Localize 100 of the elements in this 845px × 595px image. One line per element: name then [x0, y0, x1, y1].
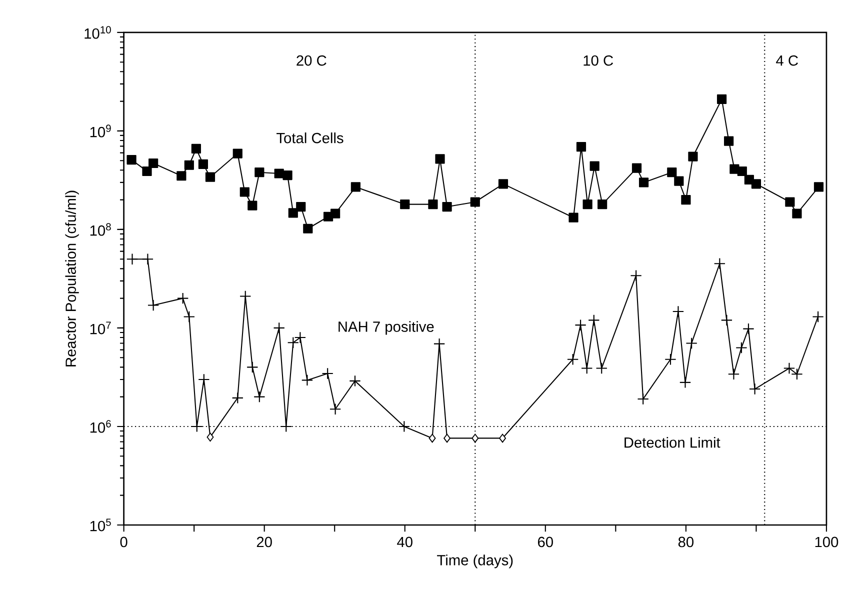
x-tick-label: 0 [120, 536, 128, 548]
point [576, 142, 586, 152]
point [198, 374, 210, 386]
point [714, 258, 726, 270]
point [681, 195, 691, 205]
annotation: 4 C [776, 55, 798, 66]
point [349, 375, 361, 387]
point [288, 208, 298, 218]
point [792, 208, 802, 218]
point [205, 172, 216, 182]
point [301, 374, 314, 386]
point [142, 166, 152, 176]
point [632, 163, 642, 173]
y-tick-label: 10$^{8}$ [90, 223, 111, 236]
point [472, 434, 479, 443]
point [240, 187, 250, 197]
point [191, 420, 203, 432]
point [294, 332, 306, 344]
point [191, 144, 201, 154]
y-tick-label: 10$^{7}$ [90, 322, 111, 334]
series-label: NAH 7 positive [338, 321, 434, 335]
point [728, 368, 740, 380]
x-tick-label: 80 [678, 536, 694, 548]
point [206, 432, 214, 442]
point [248, 200, 258, 210]
point [183, 310, 196, 323]
point [442, 202, 452, 212]
point [785, 197, 795, 207]
point [716, 94, 727, 104]
point [751, 179, 762, 189]
point [598, 200, 608, 210]
x-axis-title: Time (days) [437, 554, 513, 568]
point [126, 154, 136, 165]
point [176, 171, 186, 181]
point [674, 176, 684, 186]
x-tick-label: 20 [256, 536, 272, 548]
point [470, 197, 480, 207]
annotation: 10 C [584, 55, 614, 66]
point [568, 212, 578, 222]
point [664, 354, 676, 366]
point [590, 161, 600, 171]
point [737, 166, 747, 176]
x-tick-label: 60 [538, 536, 553, 548]
point [322, 368, 334, 380]
point [274, 168, 284, 178]
point [588, 314, 600, 326]
point [582, 200, 592, 210]
point [329, 403, 342, 415]
point [428, 200, 438, 210]
point [596, 362, 608, 374]
x-tick-label: 40 [397, 536, 412, 548]
point [724, 136, 734, 146]
point [748, 383, 761, 395]
point [638, 178, 649, 188]
series-label: Total Cells [276, 132, 344, 144]
point [350, 182, 360, 192]
y-tick-label: 10$^{9}$ [90, 124, 111, 138]
point [428, 434, 436, 443]
point [330, 208, 340, 218]
point [400, 200, 410, 210]
point [812, 310, 824, 323]
point [254, 168, 264, 178]
ref-line-label: Detection Limit [624, 436, 720, 448]
point [742, 322, 754, 335]
point [574, 319, 586, 331]
point [148, 158, 158, 168]
point [667, 168, 677, 178]
point [246, 361, 258, 374]
point [142, 253, 154, 265]
point [498, 179, 508, 189]
point [637, 393, 649, 405]
point [232, 148, 242, 158]
point [287, 336, 300, 348]
point [688, 152, 698, 162]
point [303, 224, 313, 234]
point [198, 159, 208, 169]
point [282, 170, 292, 180]
point [499, 434, 506, 443]
point [296, 202, 306, 212]
point [435, 154, 445, 164]
y-axis-title: Reactor Population (cfu/ml) [65, 190, 79, 366]
point [566, 354, 579, 366]
point [184, 160, 194, 170]
point [147, 299, 160, 312]
point [672, 306, 684, 318]
y-tick-label: 10$^{10}$ [84, 26, 111, 39]
point [444, 434, 450, 443]
point [720, 314, 733, 326]
x-tick-label: 100 [815, 536, 838, 548]
point [273, 322, 285, 334]
point [630, 270, 642, 282]
point [232, 392, 244, 404]
point [176, 292, 189, 304]
point [686, 337, 698, 350]
annotation: 20 C [296, 55, 326, 66]
point [814, 182, 824, 192]
point [736, 342, 748, 354]
point [126, 253, 138, 265]
point [679, 376, 692, 388]
y-tick-label: 10$^{6}$ [90, 420, 111, 433]
